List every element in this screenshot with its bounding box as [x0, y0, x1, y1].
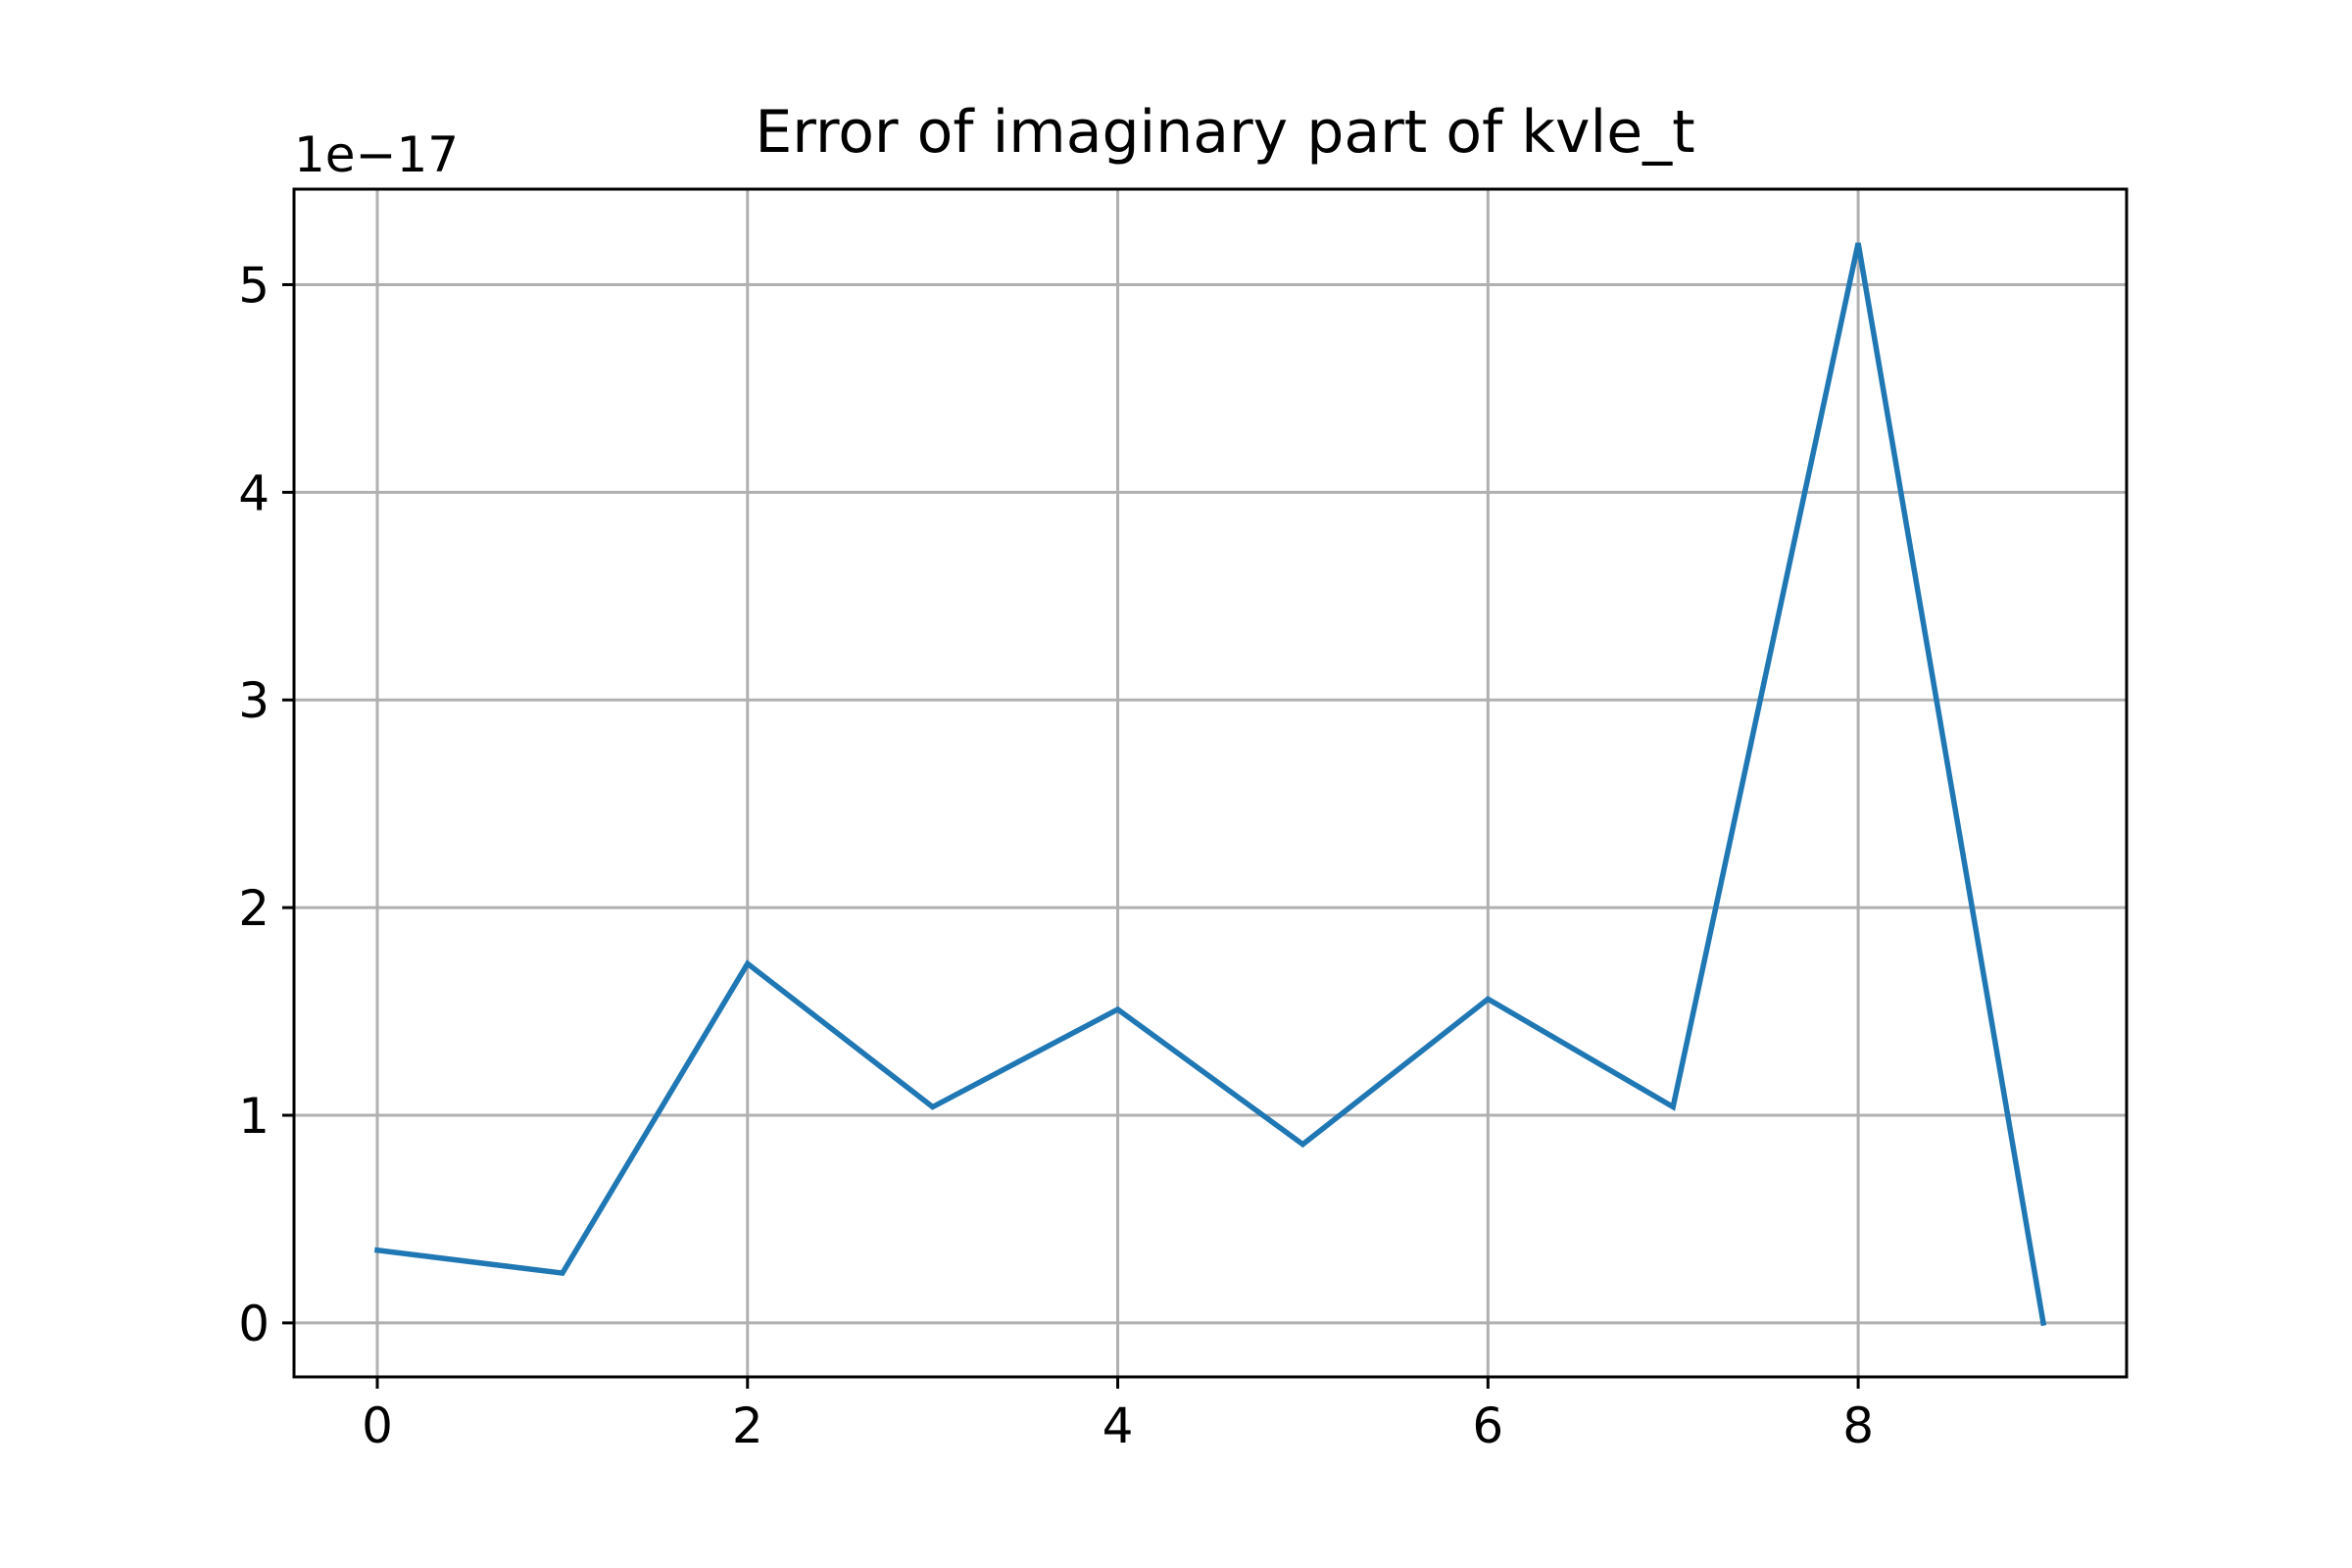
x-tick-label: 0: [362, 1397, 393, 1454]
x-axis: 0 2 4 6 8: [362, 1377, 1874, 1454]
x-tick-label: 4: [1102, 1397, 1134, 1454]
y-tick-label: 0: [238, 1296, 270, 1352]
grid: [294, 189, 2127, 1377]
x-tick-label: 8: [1842, 1397, 1874, 1454]
x-tick-label: 2: [732, 1397, 763, 1454]
series-layer: [373, 242, 2047, 1327]
plot-area-frame: [292, 187, 2129, 1379]
x-tick-label: 6: [1472, 1397, 1503, 1454]
chart-title: Error of imaginary part of kvle_t: [755, 98, 1694, 167]
y-tick-label: 2: [238, 880, 270, 937]
y-axis: 0 1 2 3 4 5: [238, 257, 294, 1352]
y-tick-label: 4: [238, 465, 270, 521]
y-axis-offset-label: 1e−17: [294, 126, 459, 183]
y-tick-label: 3: [238, 672, 270, 729]
series-line: [373, 242, 2047, 1327]
y-tick-label: 5: [238, 257, 270, 314]
y-tick-label: 1: [238, 1088, 270, 1145]
